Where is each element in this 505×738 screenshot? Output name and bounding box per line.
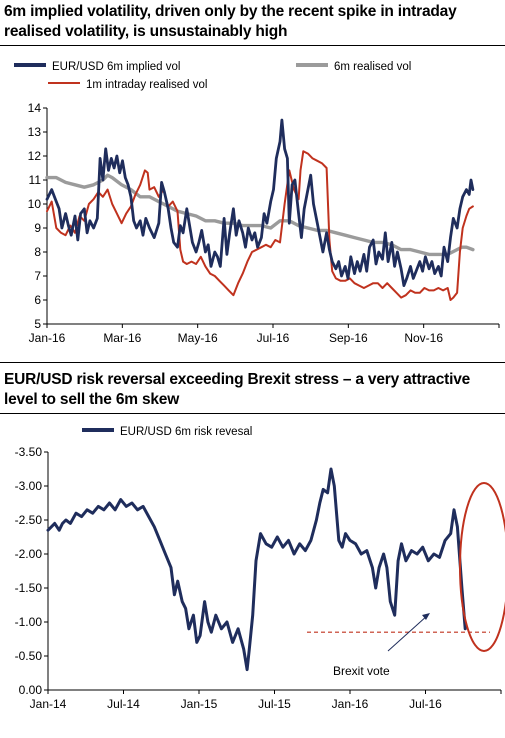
- brexit-arrow-line: [387, 614, 429, 652]
- y-tick-label: 14: [28, 101, 42, 115]
- series-line-intraday-vol: [46, 150, 474, 301]
- implied-vol-chart-svg: EUR/USD 6m implied vol 6m realised vol 1…: [14, 61, 500, 345]
- risk-reversal-chart: EUR/USD 6m risk revesal 0.00 -0.50 -1.00 -1…: [0, 416, 505, 733]
- y-tick-label: 6: [34, 293, 41, 307]
- x-tick-label: Jul-14: [107, 697, 140, 711]
- y-tick-label: -2.50: [15, 513, 43, 527]
- y-tick-label: -2.00: [15, 547, 43, 561]
- legend-label-rr: EUR/USD 6m risk revesal: [120, 426, 252, 438]
- x-tick-label: Jan-14: [30, 697, 67, 711]
- chart-title-implied-vol: 6m implied volatility, driven only by th…: [4, 3, 457, 40]
- implied-vol-chart: EUR/USD 6m implied vol 6m realised vol 1…: [0, 53, 505, 355]
- chart-title-risk-reversal: EUR/USD risk reversal exceeding Brexit s…: [4, 371, 471, 408]
- x-tick-label: Jan-15: [181, 697, 218, 711]
- risk-reversal-chart-svg: EUR/USD 6m risk revesal 0.00 -0.50 -1.00 -1…: [15, 426, 505, 711]
- x-tick-label: May-16: [178, 331, 218, 345]
- y-tick-label: 7: [34, 269, 41, 283]
- risk-reversal-plot: 0.00 -0.50 -1.00 -1.50 -2.00 -2.50 -3.00 -3.50 J…: [15, 445, 505, 711]
- x-tick-label: Jul-16: [409, 697, 442, 711]
- x-tick-label: Mar-16: [103, 331, 141, 345]
- y-tick-label: 11: [29, 173, 42, 187]
- x-tick-label: Jul-16: [257, 331, 290, 345]
- y-tick-label: -3.00: [15, 479, 43, 493]
- legend-label-intraday: 1m intraday realised vol: [86, 79, 207, 91]
- title-divider-bottom: [0, 413, 505, 414]
- y-tick-label: -3.50: [15, 445, 43, 459]
- y-tick-label: 9: [34, 221, 41, 235]
- x-tick-label: Nov-16: [404, 331, 443, 345]
- y-tick-label: -0.50: [15, 649, 43, 663]
- implied-vol-plot: 5 6 7 8 9 10 11 12 13 14 Jan-16 Mar-16 May-16 Jul-16 S…: [28, 101, 500, 345]
- x-tick-label: Jan-16: [332, 697, 369, 711]
- brexit-vote-label: Brexit vote: [333, 664, 390, 678]
- title-divider-top: [0, 45, 505, 46]
- legend-label-realised: 6m realised vol: [334, 61, 411, 73]
- y-tick-label: 8: [34, 245, 41, 259]
- y-tick-label: 10: [28, 197, 42, 211]
- series-line-risk-reversal: [46, 467, 467, 672]
- y-tick-label: -1.50: [15, 581, 43, 595]
- y-tick-label: 13: [28, 125, 42, 139]
- section-divider: [0, 362, 505, 363]
- y-tick-label: -1.00: [15, 615, 43, 629]
- brexit-arrow-head: [422, 613, 430, 620]
- y-tick-label: 12: [28, 149, 42, 163]
- highlight-ellipse: [459, 482, 505, 652]
- x-tick-label: Jul-15: [258, 697, 291, 711]
- series-line-implied-vol: [45, 118, 475, 288]
- x-tick-label: Sep-16: [329, 331, 368, 345]
- x-tick-label: Jan-16: [29, 331, 66, 345]
- y-tick-label: 5: [34, 317, 41, 331]
- legend-label-implied: EUR/USD 6m implied vol: [52, 61, 180, 73]
- y-tick-label: 0.00: [19, 683, 43, 697]
